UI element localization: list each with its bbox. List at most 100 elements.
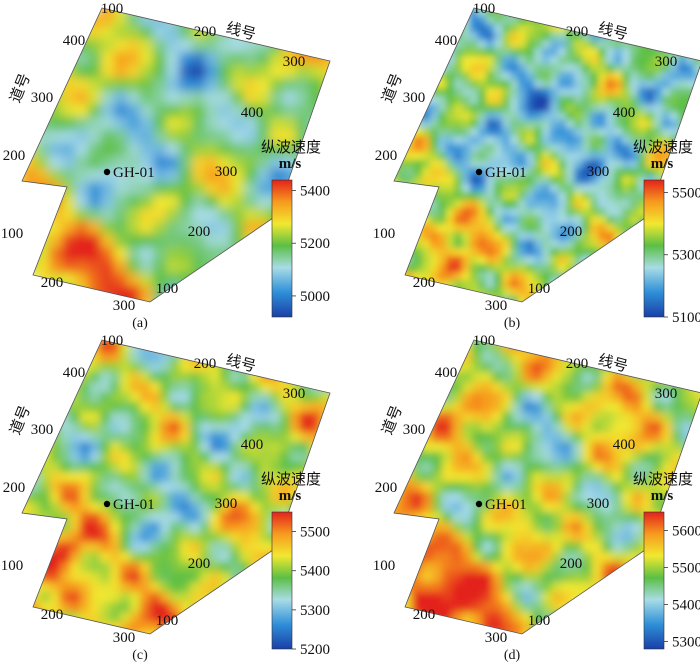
heat-cell: [220, 572, 231, 583]
heat-cell: [542, 192, 551, 201]
heat-cell: [486, 144, 495, 153]
heat-cell: [510, 40, 519, 49]
heat-cell: [100, 482, 111, 493]
heat-cell: [518, 248, 527, 257]
heat-cell: [160, 412, 171, 423]
heat-cell: [592, 412, 603, 423]
heat-cell: [150, 582, 161, 593]
heat-cell: [210, 432, 221, 443]
heat-cell: [654, 56, 663, 65]
heat-cell: [612, 452, 623, 463]
heat-cell: [454, 272, 463, 281]
heat-cell: [574, 80, 583, 89]
heat-cell: [478, 120, 487, 129]
heat-cell: [510, 184, 519, 193]
heat-cell: [452, 522, 463, 533]
heat-cell: [642, 382, 653, 393]
heat-cell: [652, 492, 663, 503]
heat-cell: [438, 200, 447, 209]
heat-cell: [150, 412, 161, 423]
heat-cell: [90, 382, 101, 393]
heat-cell: [166, 273, 180, 287]
heat-cell: [179, 234, 193, 248]
heat-cell: [160, 542, 171, 553]
heat-cell: [462, 32, 471, 41]
heat-cell: [646, 48, 655, 57]
heat-cell: [502, 362, 513, 373]
heat-cell: [170, 382, 181, 393]
heat-cell: [250, 482, 261, 493]
trace-tick-label: 400: [63, 33, 86, 49]
heat-cell: [446, 240, 455, 249]
heat-cell: [414, 168, 423, 177]
survey-outline: [393, 7, 700, 303]
heat-cell: [257, 195, 271, 209]
heat-cell: [502, 248, 511, 257]
heat-cell: [90, 522, 101, 533]
heat-cell: [160, 472, 171, 483]
heat-cell: [454, 160, 463, 169]
heat-cell: [101, 195, 115, 209]
heat-cell: [534, 80, 543, 89]
heat-cell: [127, 130, 141, 144]
heat-cell: [630, 216, 639, 225]
heat-cell: [90, 602, 101, 613]
heat-cell: [652, 422, 663, 433]
heat-cell: [486, 80, 495, 89]
heat-cell: [190, 412, 201, 423]
heat-cell: [518, 24, 527, 33]
heat-cell: [170, 442, 181, 453]
heat-cell: [88, 91, 102, 105]
heat-cell: [166, 221, 180, 235]
heat-cell: [638, 56, 647, 65]
heat-cell: [210, 382, 221, 393]
heat-cell: [562, 562, 573, 573]
heat-cell: [662, 452, 673, 463]
heat-cell: [582, 120, 591, 129]
heat-cell: [526, 80, 535, 89]
trace-tick-label: 400: [435, 365, 458, 381]
heat-cell: [442, 562, 453, 573]
heat-cell: [462, 40, 471, 49]
heat-cell: [49, 143, 63, 157]
heat-cell: [642, 442, 653, 453]
heat-cell: [552, 472, 563, 483]
heat-cell: [582, 152, 591, 161]
heat-cell: [462, 442, 473, 453]
heat-cell: [550, 248, 559, 257]
heat-cell: [150, 552, 161, 563]
heat-cell: [430, 224, 439, 233]
heat-cell: [566, 56, 575, 65]
heat-cell: [62, 143, 76, 157]
heat-cell: [622, 40, 631, 49]
heat-cell: [90, 402, 101, 413]
heat-cell: [309, 78, 323, 92]
heat-cell: [422, 200, 431, 209]
heat-cell: [438, 256, 447, 265]
heat-cell: [412, 452, 423, 463]
heat-cell: [670, 64, 679, 73]
heat-cell: [492, 582, 503, 593]
heat-cell: [205, 52, 219, 66]
heat-cell: [230, 512, 241, 523]
heat-cell: [430, 216, 439, 225]
heat-cell: [296, 104, 310, 118]
heat-cell: [518, 280, 527, 289]
heat-cell: [582, 522, 593, 533]
heat-cell: [140, 8, 154, 14]
heat-cell: [438, 128, 447, 137]
heat-cell: [166, 26, 180, 40]
heat-cell: [622, 224, 631, 233]
heat-cell: [422, 482, 433, 493]
heat-cell: [542, 72, 551, 81]
heat-cell: [442, 542, 453, 553]
heat-cell: [552, 592, 563, 603]
heat-cell: [127, 91, 141, 105]
heat-cell: [442, 532, 453, 543]
heat-cell: [50, 552, 61, 563]
heat-cell: [231, 221, 245, 235]
heat-cell: [240, 522, 251, 533]
heat-cell: [558, 248, 567, 257]
heat-cell: [70, 412, 81, 423]
heat-cell: [590, 80, 599, 89]
